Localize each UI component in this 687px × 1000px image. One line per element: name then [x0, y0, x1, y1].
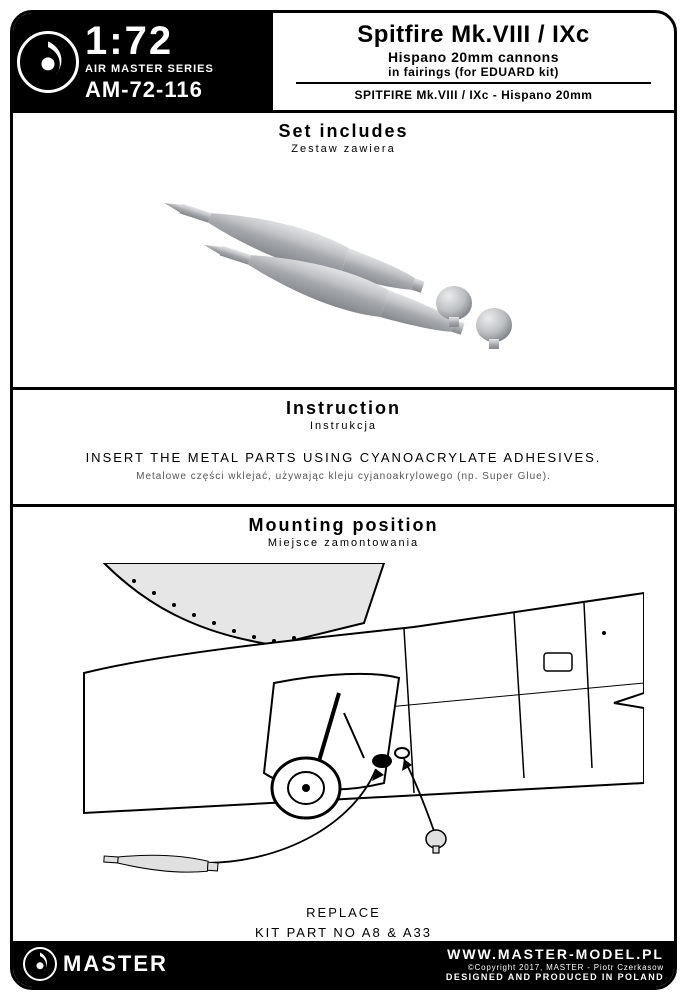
- title-main: Spitfire Mk.VIII / IXc: [357, 21, 589, 49]
- instruction-subtitle: Instrukcja: [310, 420, 377, 432]
- series-label: AIR MASTER SERIES: [85, 63, 214, 75]
- mounting-title: Mounting position: [249, 515, 439, 536]
- replace-line1: REPLACE: [306, 905, 381, 920]
- set-includes-illustration: [134, 173, 554, 371]
- replace-line2: KIT PART NO A8 & A33: [255, 925, 432, 940]
- instruction-panel: Instruction Instrukcja INSERT THE METAL …: [13, 390, 674, 507]
- replace-text: REPLACE KIT PART NO A8 & A33: [13, 903, 674, 942]
- header: 1:72 AIR MASTER SERIES AM-72-116 Spitfir…: [13, 13, 674, 113]
- set-includes-subtitle: Zestaw zawiera: [291, 143, 395, 155]
- footer-made: DESIGNED AND PRODUCED IN POLAND: [446, 972, 664, 982]
- page-frame: 1:72 AIR MASTER SERIES AM-72-116 Spitfir…: [10, 10, 677, 990]
- instruction-text-en: INSERT THE METAL PARTS USING CYANOACRYLA…: [86, 450, 602, 465]
- set-includes-title: Set includes: [278, 121, 408, 142]
- mounting-illustration: [44, 563, 644, 903]
- title-sub1: Hispano 20mm cannons: [388, 49, 559, 65]
- mounting-subtitle: Miejsce zamontowania: [268, 537, 419, 549]
- header-right-block: Spitfire Mk.VIII / IXc Hispano 20mm cann…: [273, 13, 674, 110]
- footer-right: WWW.MASTER-MODEL.PL ©Copyright 2017, MAS…: [446, 946, 664, 982]
- brand-logo-icon: [17, 31, 79, 93]
- footer: MASTER WWW.MASTER-MODEL.PL ©Copyright 20…: [13, 941, 674, 987]
- instruction-title: Instruction: [286, 398, 401, 419]
- footer-logo-icon: [23, 947, 57, 981]
- title-sub2: in fairings (for EDUARD kit): [388, 65, 559, 79]
- instruction-text-pl: Metalowe części wklejać, używając kleju …: [136, 471, 551, 482]
- mounting-panel: Mounting position Miejsce zamontowania: [13, 507, 674, 967]
- scale-block: 1:72 AIR MASTER SERIES AM-72-116: [85, 21, 214, 103]
- sku-label: AM-72-116: [85, 77, 203, 103]
- footer-url: WWW.MASTER-MODEL.PL: [447, 946, 664, 962]
- scale-label: 1:72: [85, 21, 173, 61]
- title-small: SPITFIRE Mk.VIII / IXc - Hispano 20mm: [355, 88, 593, 102]
- footer-brand: MASTER: [63, 951, 168, 977]
- header-left-block: 1:72 AIR MASTER SERIES AM-72-116: [13, 13, 273, 110]
- footer-copyright: ©Copyright 2017, MASTER - Piotr Czerkaso…: [468, 963, 664, 972]
- title-divider: [296, 82, 650, 84]
- set-includes-panel: Set includes Zestaw zawiera: [13, 113, 674, 390]
